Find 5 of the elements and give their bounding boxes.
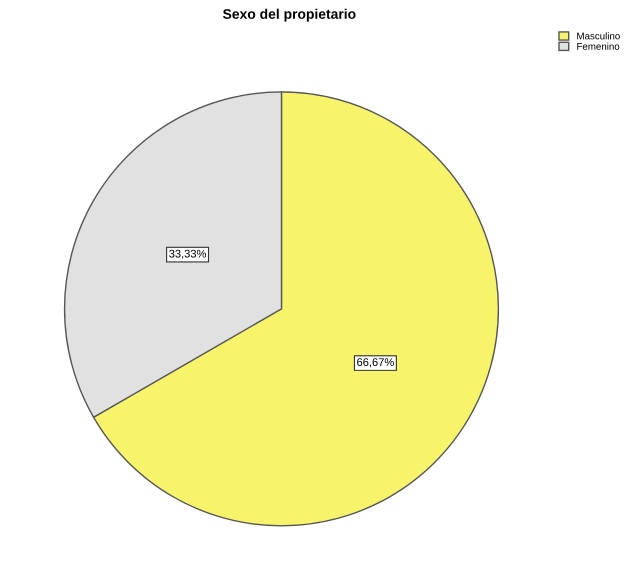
chart-title: Sexo del propietario: [222, 8, 356, 22]
legend-label: Masculino: [577, 32, 620, 40]
legend-label: Femenino: [577, 42, 620, 50]
data-label: 66,67%: [357, 358, 394, 368]
data-label: 33,33%: [169, 250, 206, 259]
